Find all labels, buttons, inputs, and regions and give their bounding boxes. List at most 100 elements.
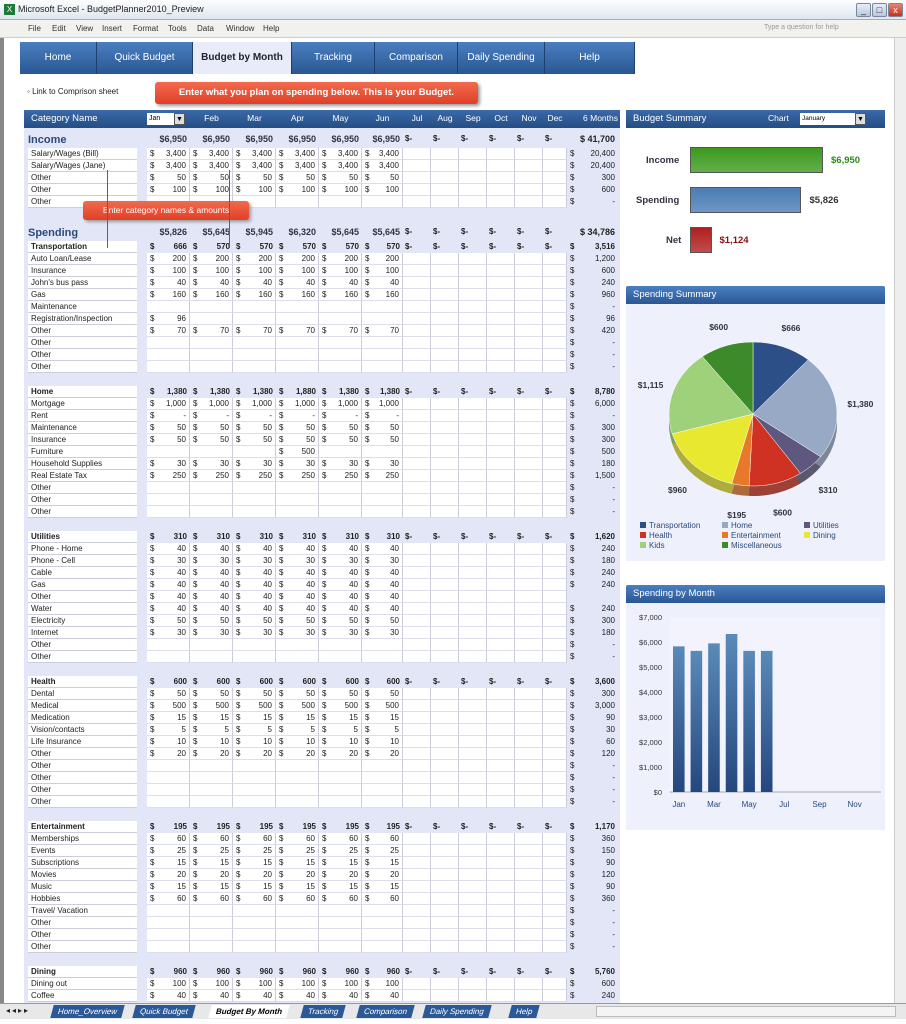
amount-cell[interactable]: [190, 337, 233, 349]
amount-cell[interactable]: [515, 893, 543, 905]
amount-cell[interactable]: [543, 881, 567, 893]
amount-cell[interactable]: [431, 253, 459, 265]
amount-cell[interactable]: [515, 301, 543, 313]
amount-cell[interactable]: [190, 313, 233, 325]
amount-cell[interactable]: [459, 494, 487, 506]
amount-cell[interactable]: [147, 446, 190, 458]
amount-cell[interactable]: [431, 700, 459, 712]
category-name-cell[interactable]: Medical: [28, 700, 137, 712]
amount-cell[interactable]: $ -: [319, 410, 362, 422]
amount-cell[interactable]: $50: [362, 434, 403, 446]
amount-cell[interactable]: [459, 543, 487, 555]
amount-cell[interactable]: [515, 567, 543, 579]
amount-cell[interactable]: $30: [147, 458, 190, 470]
amount-cell[interactable]: $20: [147, 869, 190, 881]
amount-cell[interactable]: $50: [362, 615, 403, 627]
amount-cell[interactable]: [459, 470, 487, 482]
menu-help[interactable]: Help: [263, 24, 280, 33]
amount-cell[interactable]: [403, 196, 431, 208]
amount-cell[interactable]: $500: [147, 700, 190, 712]
amount-cell[interactable]: [515, 639, 543, 651]
amount-cell[interactable]: $20: [276, 748, 319, 760]
amount-cell[interactable]: [543, 579, 567, 591]
amount-cell[interactable]: $3,400: [362, 160, 403, 172]
amount-cell[interactable]: [515, 313, 543, 325]
amount-cell[interactable]: [403, 627, 431, 639]
amount-cell[interactable]: [233, 905, 276, 917]
amount-cell[interactable]: $250: [147, 470, 190, 482]
amount-cell[interactable]: [319, 905, 362, 917]
amount-cell[interactable]: [543, 148, 567, 160]
amount-cell[interactable]: $50: [319, 172, 362, 184]
nav-tab-home[interactable]: Home: [20, 42, 97, 74]
amount-cell[interactable]: [233, 446, 276, 458]
amount-cell[interactable]: $15: [233, 712, 276, 724]
amount-cell[interactable]: [459, 833, 487, 845]
category-name-cell[interactable]: Other: [28, 639, 137, 651]
amount-cell[interactable]: [515, 172, 543, 184]
amount-cell[interactable]: $30: [362, 458, 403, 470]
amount-cell[interactable]: [487, 639, 515, 651]
amount-cell[interactable]: [459, 748, 487, 760]
amount-cell[interactable]: [543, 494, 567, 506]
category-name-cell[interactable]: Other: [28, 184, 137, 196]
amount-cell[interactable]: [431, 148, 459, 160]
amount-cell[interactable]: [362, 929, 403, 941]
category-name-cell[interactable]: Internet: [28, 627, 137, 639]
amount-cell[interactable]: $40: [276, 579, 319, 591]
amount-cell[interactable]: $250: [319, 470, 362, 482]
amount-cell[interactable]: [459, 651, 487, 663]
amount-cell[interactable]: $3,400: [362, 148, 403, 160]
amount-cell[interactable]: [459, 978, 487, 990]
amount-cell[interactable]: [147, 772, 190, 784]
amount-cell[interactable]: $10: [319, 736, 362, 748]
amount-cell[interactable]: [543, 929, 567, 941]
amount-cell[interactable]: [403, 978, 431, 990]
amount-cell[interactable]: [431, 482, 459, 494]
amount-cell[interactable]: [147, 905, 190, 917]
amount-cell[interactable]: [147, 760, 190, 772]
amount-cell[interactable]: [319, 301, 362, 313]
amount-cell[interactable]: [487, 196, 515, 208]
amount-cell[interactable]: $30: [362, 627, 403, 639]
amount-cell[interactable]: $40: [233, 990, 276, 1002]
amount-cell[interactable]: [487, 627, 515, 639]
amount-cell[interactable]: [459, 325, 487, 337]
amount-cell[interactable]: $30: [147, 627, 190, 639]
amount-cell[interactable]: $250: [190, 470, 233, 482]
amount-cell[interactable]: [362, 772, 403, 784]
amount-cell[interactable]: [319, 196, 362, 208]
amount-cell[interactable]: [403, 289, 431, 301]
amount-cell[interactable]: $100: [147, 265, 190, 277]
amount-cell[interactable]: [431, 990, 459, 1002]
amount-cell[interactable]: [459, 760, 487, 772]
amount-cell[interactable]: [515, 615, 543, 627]
amount-cell[interactable]: $5: [276, 724, 319, 736]
amount-cell[interactable]: [147, 784, 190, 796]
amount-cell[interactable]: [362, 796, 403, 808]
amount-cell[interactable]: [487, 253, 515, 265]
amount-cell[interactable]: $60: [319, 833, 362, 845]
amount-cell[interactable]: $15: [362, 881, 403, 893]
amount-cell[interactable]: [459, 784, 487, 796]
amount-cell[interactable]: [487, 796, 515, 808]
amount-cell[interactable]: [233, 760, 276, 772]
amount-cell[interactable]: [431, 579, 459, 591]
amount-cell[interactable]: $20: [147, 748, 190, 760]
amount-cell[interactable]: $60: [276, 833, 319, 845]
amount-cell[interactable]: [487, 325, 515, 337]
amount-cell[interactable]: [459, 579, 487, 591]
amount-cell[interactable]: [431, 265, 459, 277]
amount-cell[interactable]: [487, 160, 515, 172]
amount-cell[interactable]: [403, 941, 431, 953]
amount-cell[interactable]: [147, 651, 190, 663]
amount-cell[interactable]: [319, 929, 362, 941]
amount-cell[interactable]: [515, 277, 543, 289]
category-name-cell[interactable]: John's bus pass: [28, 277, 137, 289]
amount-cell[interactable]: [431, 506, 459, 518]
nav-tab-tracking[interactable]: Tracking: [292, 42, 375, 74]
amount-cell[interactable]: $100: [147, 978, 190, 990]
amount-cell[interactable]: $96: [147, 313, 190, 325]
amount-cell[interactable]: $40: [319, 543, 362, 555]
amount-cell[interactable]: [487, 458, 515, 470]
